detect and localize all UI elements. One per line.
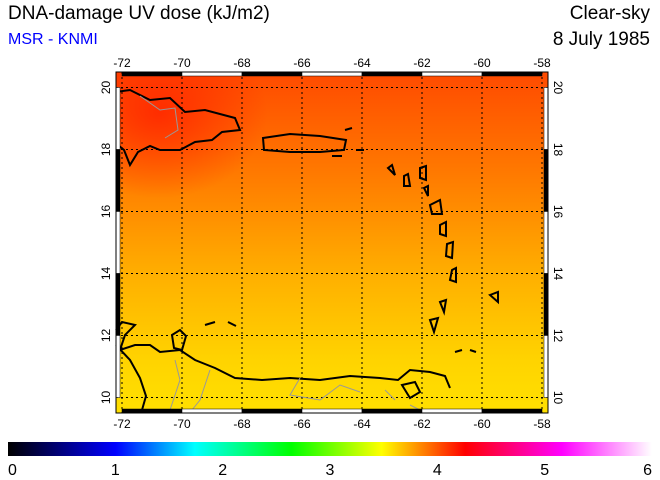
colorbar-tick-label: 2 xyxy=(218,462,227,479)
frame-tick-bar xyxy=(361,71,423,77)
frame-tick-bar xyxy=(421,408,483,414)
frame-tick-bar xyxy=(115,273,121,336)
frame-tick-bar xyxy=(543,273,549,336)
graticule xyxy=(116,72,548,413)
frame-tick-bar xyxy=(115,87,121,150)
lon-tick-label-bottom: -60 xyxy=(473,417,491,431)
lon-tick-label-bottom: -58 xyxy=(533,417,551,431)
lat-tick-label-right: 12 xyxy=(551,329,565,343)
frame-tick-bar xyxy=(181,408,243,414)
frame-tick-bar xyxy=(115,149,121,212)
uv-dose-maximum-area xyxy=(116,72,548,413)
lon-tick-label-bottom: -64 xyxy=(353,417,371,431)
lon-tick-label-top: -62 xyxy=(413,56,431,70)
frame-tick-bar xyxy=(121,71,183,77)
frame-tick-bar xyxy=(115,335,121,398)
lon-tick-label-bottom: -68 xyxy=(233,417,251,431)
lat-tick-label-right: 16 xyxy=(551,205,565,219)
lon-tick-label-top: -58 xyxy=(533,56,551,70)
frame-tick-bar xyxy=(301,71,363,77)
colorbar-tick-label: 1 xyxy=(111,462,120,479)
sky-condition-label: Clear-sky xyxy=(569,3,650,24)
colorbar: 0 1 2 3 4 5 6 xyxy=(8,442,652,479)
lon-tick-label-bottom: -70 xyxy=(173,417,191,431)
map-frame xyxy=(115,71,549,414)
lat-tick-label-right: 10 xyxy=(551,391,565,405)
frame-tick-bar xyxy=(543,335,549,398)
lat-tick-label-right: 14 xyxy=(551,267,565,281)
frame-tick-bar xyxy=(241,408,303,414)
credit-label: MSR - KNMI xyxy=(8,31,98,48)
lon-tick-label-top: -68 xyxy=(233,56,251,70)
lon-tick-label-top: -60 xyxy=(473,56,491,70)
frame-tick-bar xyxy=(481,71,543,77)
colorbar-tick-label: 3 xyxy=(326,462,335,479)
lat-tick-label-left: 18 xyxy=(99,143,113,157)
frame-tick-bar xyxy=(115,211,121,274)
map-panel: -72 -70 -68 -66 -64 -62 -60 -58 -72 -70 -68 -66 -64 -… xyxy=(99,56,565,431)
lat-tick-label-left: 14 xyxy=(99,267,113,281)
frame-tick-bar xyxy=(481,408,543,414)
lat-tick-label-left: 16 xyxy=(99,205,113,219)
frame-tick-bar xyxy=(181,71,243,77)
lon-tick-label-top: -72 xyxy=(113,56,131,70)
national-borders xyxy=(139,95,421,411)
map-title: DNA-damage UV dose (kJ/m2) xyxy=(8,3,270,24)
colorbar-bar xyxy=(8,442,652,456)
frame-tick-bar xyxy=(543,87,549,150)
lon-tick-label-bottom: -66 xyxy=(293,417,311,431)
frame-tick-bar xyxy=(361,408,423,414)
lat-tick-label-left: 20 xyxy=(99,81,113,95)
frame-tick-bar xyxy=(543,149,549,212)
lat-tick-label-right: 20 xyxy=(551,81,565,95)
lon-tick-label-bottom: -62 xyxy=(413,417,431,431)
coastlines xyxy=(115,88,499,411)
lat-tick-label-left: 12 xyxy=(99,329,113,343)
date-label: 8 July 1985 xyxy=(552,29,650,50)
frame-tick-bar xyxy=(121,408,183,414)
lon-tick-label-top: -70 xyxy=(173,56,191,70)
frame-tick-bar xyxy=(241,71,303,77)
frame-tick-bar xyxy=(543,211,549,274)
lat-tick-label-left: 10 xyxy=(99,391,113,405)
colorbar-tick-label: 5 xyxy=(540,462,549,479)
colorbar-tick-label: 4 xyxy=(433,462,442,479)
lon-tick-label-bottom: -72 xyxy=(113,417,131,431)
lon-tick-label-top: -64 xyxy=(353,56,371,70)
lat-tick-label-right: 18 xyxy=(551,143,565,157)
frame-tick-bar xyxy=(301,408,363,414)
frame-tick-bar xyxy=(421,71,483,77)
colorbar-tick-label: 6 xyxy=(643,462,652,479)
lon-tick-label-top: -66 xyxy=(293,56,311,70)
colorbar-tick-label: 0 xyxy=(8,462,17,479)
